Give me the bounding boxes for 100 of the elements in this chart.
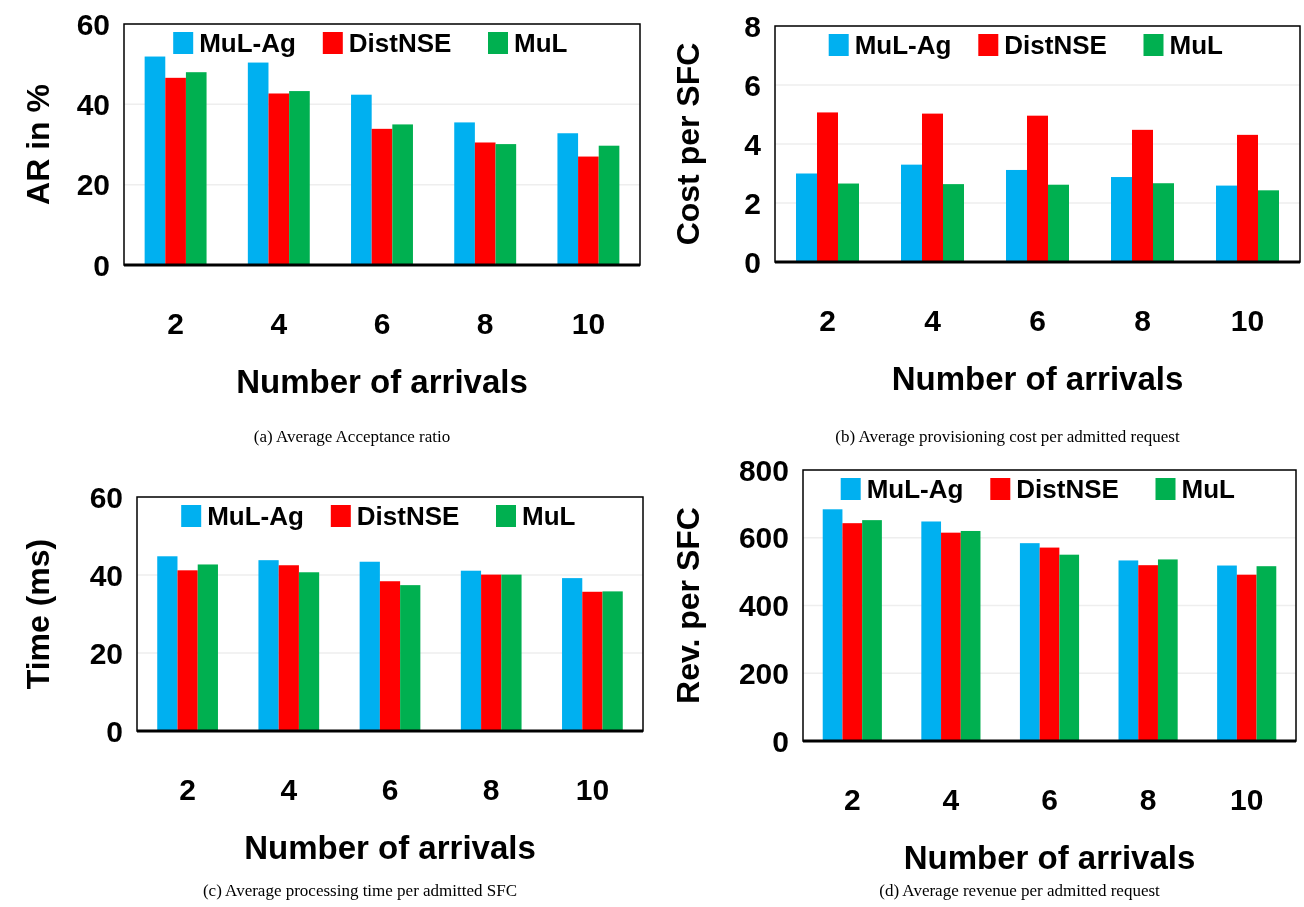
bar [1153,183,1174,262]
bar [157,556,178,731]
x-tick-label: 10 [1230,782,1264,816]
bar [268,93,290,265]
bar [1039,547,1060,741]
legend-label: DistNSE [348,28,452,58]
y-axis-title: Time (ms) [20,538,56,690]
y-tick-label: 0 [772,724,789,758]
x-tick-label: 4 [270,306,288,340]
bar [943,184,964,262]
bar [941,532,961,741]
legend-label: MuL-Ag [866,474,964,504]
x-tick-label: 4 [942,782,960,816]
bar [1027,115,1048,262]
bar [371,128,393,265]
bar [1236,574,1257,741]
text: (d) Average revenue per admitted request [879,880,1161,900]
bar [960,530,981,741]
bar [562,578,583,731]
y-tick-label: 20 [89,636,123,670]
bar [144,56,166,265]
y-tick-label: 8 [744,9,761,43]
x-tick-label: 4 [280,772,298,806]
bar [557,133,579,265]
bar [796,173,817,262]
x-tick-label: 8 [476,306,494,340]
bar [460,570,482,731]
legend-label: MuL [1169,30,1224,60]
legend-label: MuL-Ag [199,28,296,58]
bar [298,572,320,731]
y-tick-label: 4 [744,127,762,161]
y-axis-title: Rev. per SFC [670,507,706,704]
bar [922,113,943,262]
legend-label: MuL-Ag [854,30,952,60]
x-axis-title: Number of arrivals [236,362,528,400]
x-tick-label: 10 [571,306,606,340]
x-tick-label: 6 [373,306,391,340]
bar [598,145,620,265]
bar [862,520,882,741]
bar [400,585,421,731]
x-axis-title: Number of arrivals [891,359,1184,397]
x-tick-label: 6 [381,772,399,806]
bar [481,574,502,731]
bar [1217,565,1237,741]
y-tick-label: 200 [738,656,789,690]
legend-label: MuL [514,28,568,58]
legend-label: MuL-Ag [207,501,304,531]
y-tick-label: 600 [738,521,789,555]
bar [392,124,413,265]
y-tick-label: 400 [738,589,789,622]
bar [1258,190,1279,262]
bar [1132,129,1153,262]
text: (b) Average provisioning cost per admitted request [835,426,1180,446]
bar [289,91,310,265]
x-tick-label: 6 [1041,782,1058,816]
y-tick-label: 0 [106,714,123,748]
bar [495,144,517,265]
bar [1216,185,1237,262]
bar [359,561,380,731]
legend-label: MuL [1181,474,1236,504]
x-axis-title: Number of arrivals [903,838,1196,876]
bar [842,523,863,741]
x-tick-label: 8 [1134,303,1151,337]
bar [258,560,279,731]
bar [1157,559,1178,741]
bar [474,142,496,265]
text: (a) Average Acceptance ratio [253,426,451,446]
text: (c) Average processing time per admitted SFC [202,880,518,900]
bar [578,156,599,265]
bar [1048,184,1069,262]
bar [1006,169,1027,262]
bar [1237,134,1258,262]
bar [501,574,522,731]
bar [817,112,838,262]
bar [1111,177,1132,262]
bar [278,565,299,731]
bar [1059,554,1080,741]
x-tick-label: 2 [843,782,861,816]
legend-label: DistNSE [1016,474,1119,504]
x-tick-label: 2 [167,306,184,340]
y-tick-label: 40 [76,87,110,121]
bar [247,62,269,265]
x-tick-label: 8 [482,772,500,806]
bar [901,164,922,262]
bar [582,591,603,731]
y-tick-label: 2 [744,186,761,220]
bar [379,581,401,731]
y-tick-label: 20 [76,168,110,202]
y-tick-label: 40 [89,558,123,592]
y-tick-label: 60 [89,480,123,514]
bar [197,564,218,731]
y-tick-label: 6 [744,68,761,102]
y-tick-label: 0 [744,245,761,279]
bar [1256,566,1277,741]
bar [838,183,859,262]
x-axis-title: Number of arrivals [244,828,536,866]
bar [177,570,198,731]
x-tick-label: 2 [819,303,836,337]
bar [921,521,942,741]
y-tick-label: 800 [738,453,789,487]
